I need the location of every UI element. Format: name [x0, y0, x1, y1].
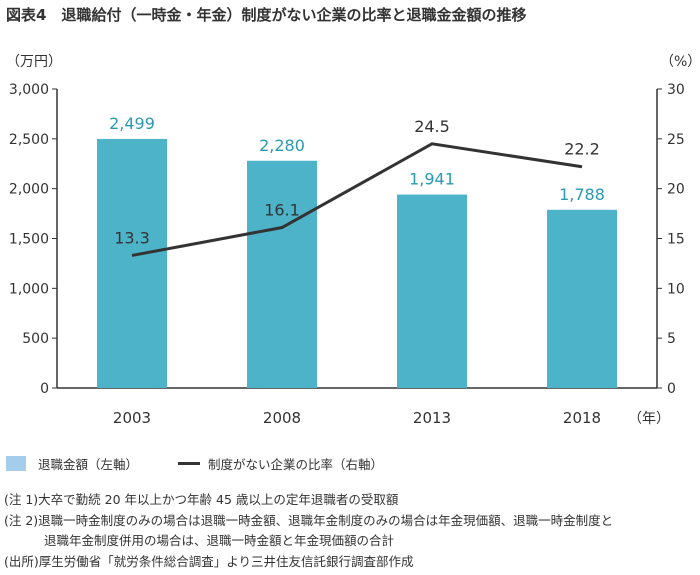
- chart: 0 500 1,000 1,500 2,000 2,500 3,000 0 5 10 15 20 25 3…: [6, 54, 700, 427]
- left-tick-label: 3,000: [9, 82, 49, 98]
- legend-line-swatch: [178, 462, 201, 465]
- legend-bar-label: 退職金額（左軸）: [38, 457, 139, 472]
- line-label: 22.2: [564, 140, 600, 159]
- bar-label: 1,941: [409, 170, 455, 189]
- right-tick-label: 15: [667, 232, 685, 248]
- note-1: (注 1)大卒で勤続 20 年以上かつ年齢 45 歳以上の定年退職者の受取額: [4, 492, 399, 507]
- left-tick-label: 1,500: [9, 232, 49, 248]
- line-series: [131, 142, 583, 257]
- notes: (注 1)大卒で勤続 20 年以上かつ年齢 45 歳以上の定年退職者の受取額 (…: [4, 490, 613, 572]
- x-tick-label: 2003: [113, 409, 151, 427]
- note-2-cont: 退職年金制度併用の場合は、退職一時金額と年金現価額の合計: [44, 533, 395, 548]
- right-axis-label: （%）: [660, 54, 700, 70]
- x-tick-label: 2018: [563, 409, 601, 427]
- bar-label: 1,788: [559, 185, 605, 204]
- bar: [247, 160, 317, 388]
- chart-title: 図表4 退職給付（一時金・年金）制度がない企業の比率と退職金金額の推移: [6, 6, 527, 24]
- right-tick-label: 20: [667, 182, 685, 198]
- right-tick-label: 25: [667, 132, 685, 148]
- left-tick-label: 1,000: [9, 281, 49, 297]
- right-tick-label: 10: [667, 281, 685, 297]
- legend-bar-swatch: [6, 456, 26, 471]
- right-tick-label: 30: [667, 82, 685, 98]
- right-tick-label: 0: [667, 381, 676, 397]
- legend-line-label: 制度がない企業の比率（右軸）: [208, 457, 384, 472]
- line-label: 13.3: [114, 228, 150, 247]
- line-label: 16.1: [264, 201, 300, 220]
- legend: 退職金額（左軸） 制度がない企業の比率（右軸）: [6, 454, 383, 473]
- bar-label: 2,280: [259, 136, 305, 155]
- left-tick-label: 0: [40, 381, 49, 397]
- left-tick-label: 2,500: [9, 132, 49, 148]
- bar: [397, 194, 467, 388]
- bar-label: 2,499: [109, 114, 155, 133]
- left-axis-label: （万円）: [6, 54, 62, 70]
- note-2: (注 2)退職一時金制度のみの場合は退職一時金額、退職年金制度のみの場合は年金現…: [4, 512, 614, 528]
- left-tick-label: 2,000: [9, 182, 49, 198]
- bar: [547, 209, 617, 388]
- line-label: 24.5: [414, 117, 450, 136]
- x-axis-label: （年）: [628, 411, 670, 427]
- bar: [97, 138, 167, 388]
- x-tick-label: 2013: [413, 409, 451, 427]
- source-note: (出所)厚生労働省「就労条件総合調査」より三井住友信託銀行調査部作成: [4, 553, 414, 569]
- right-tick-label: 5: [667, 331, 676, 347]
- x-tick-label: 2008: [263, 409, 301, 427]
- left-tick-label: 500: [22, 331, 49, 347]
